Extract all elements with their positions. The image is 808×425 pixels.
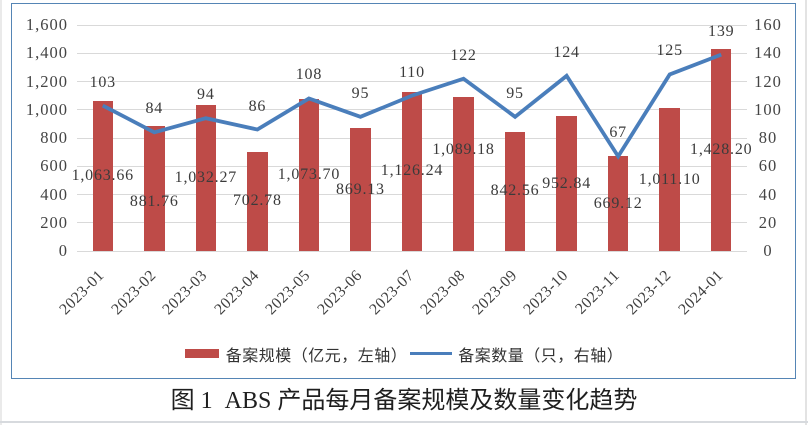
left-axis-tick: 1,400	[25, 43, 68, 63]
line-value-label: 84	[145, 100, 164, 118]
bar-value-label: 702.78	[232, 192, 282, 210]
left-axis-tick: 600	[40, 156, 68, 176]
right-axis-tick: 80	[758, 128, 778, 147]
right-axis-tick: 40	[758, 184, 778, 204]
line-value-label: 139	[708, 22, 735, 40]
bar-value-label: 1,428.20	[690, 141, 753, 159]
figure-caption: 图 1 ABS 产品每月备案规模及数量变化趋势	[170, 388, 638, 414]
line-value-label: 108	[295, 66, 323, 84]
right-axis-tick: 160	[754, 15, 782, 34]
line-value-label: 122	[450, 46, 477, 64]
left-axis-tick: 800	[40, 128, 68, 147]
bar-value-label: 842.56	[490, 182, 540, 200]
right-axis-tick: 140	[754, 43, 782, 63]
left-axis-tick: 200	[40, 212, 68, 232]
right-axis-tick: 100	[754, 99, 782, 119]
line-value-label: 103	[89, 73, 116, 91]
left-axis-tick: 0	[58, 241, 68, 260]
legend-bar-swatch-icon	[184, 349, 219, 358]
page-left-edge-line	[0, 0, 2, 425]
line-value-label: 125	[656, 42, 683, 60]
bar-value-label: 1,073.70	[277, 166, 341, 184]
gridline	[77, 250, 747, 252]
bar-value-label: 1,032.27	[174, 169, 238, 187]
bar	[144, 126, 165, 251]
chart-legend: 备案规模（亿元，左轴） 备案数量（只，右轴）	[0, 345, 808, 365]
legend-line-series-label: 备案数量（只，右轴）	[458, 347, 624, 365]
bar-value-label: 669.12	[593, 194, 643, 212]
line-value-label: 110	[399, 63, 425, 81]
bar-value-label: 869.13	[336, 180, 385, 198]
bar	[504, 131, 526, 251]
bar-value-label: 1,011.10	[638, 170, 701, 188]
bar-value-label: 1,089.18	[432, 141, 495, 159]
gridline	[77, 81, 747, 82]
right-axis-tick: 20	[758, 212, 778, 232]
right-axis-tick: 60	[758, 156, 778, 176]
line-value-label: 67	[609, 124, 627, 142]
bar	[247, 151, 268, 251]
gridline	[77, 24, 747, 26]
left-axis-tick: 1,200	[25, 71, 68, 91]
right-axis-tick: 120	[754, 71, 782, 91]
left-axis-tick: 1,600	[25, 15, 68, 34]
right-axis-tick: 0	[763, 241, 773, 260]
bar-value-label: 881.76	[129, 192, 179, 210]
bar-value-label: 952.84	[542, 174, 592, 192]
bottom-rule	[0, 421, 808, 423]
left-axis-tick: 1,000	[25, 99, 68, 119]
line-value-label: 95	[351, 84, 370, 102]
line-value-label: 95	[506, 84, 524, 102]
left-axis-tick: 400	[40, 184, 68, 204]
bar-value-label: 1,063.66	[71, 166, 134, 184]
legend-bar-series-label: 备案规模（亿元，左轴）	[225, 347, 408, 365]
line-value-label: 86	[248, 97, 267, 115]
legend-line-swatch-icon	[410, 351, 453, 356]
page-right-edge-line	[805, 0, 807, 425]
bar-value-label: 1,126.24	[380, 162, 444, 180]
line-value-label: 124	[553, 43, 580, 61]
line-value-label: 94	[197, 86, 215, 104]
bar	[607, 156, 629, 251]
